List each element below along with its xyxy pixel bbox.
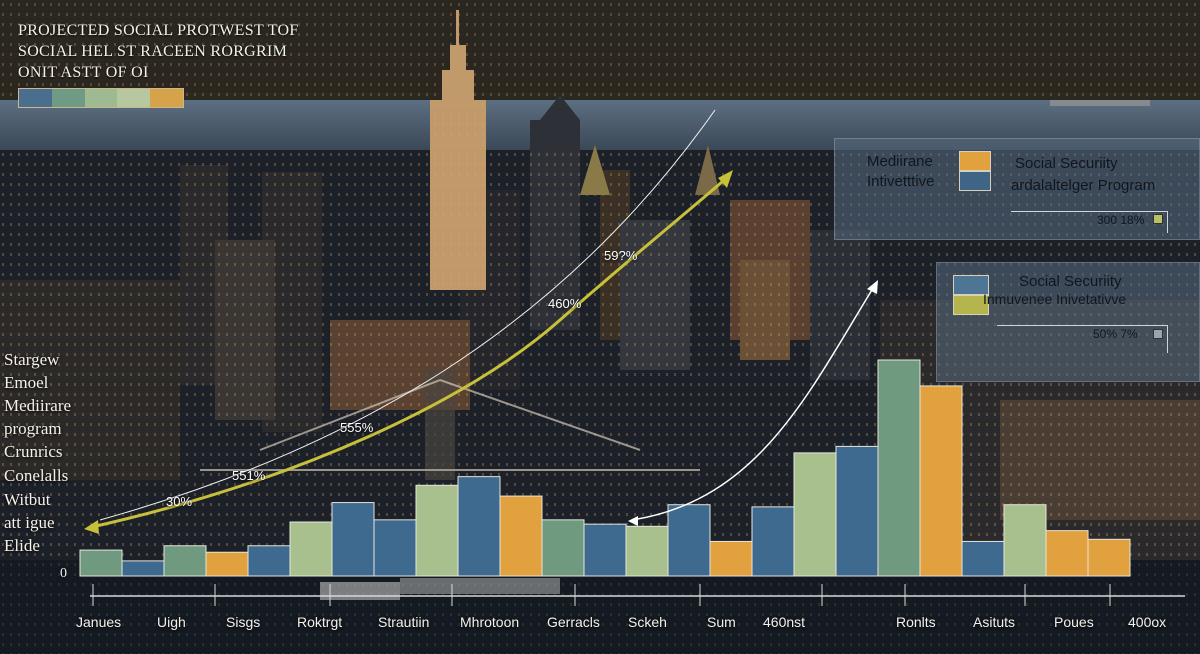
bar [457,476,501,577]
x-label: Strautiin [378,614,430,630]
bar [1087,538,1131,577]
bar [961,540,1005,577]
bar [835,445,879,577]
chart-title: PROJECTED SOCIAL PROTWEST TOF SOCIAL HEL… [18,20,299,83]
legend-panel-top: Mediirane Intivetttive Social Securiity … [834,138,1200,240]
legend-swatch [959,151,991,171]
legend-tick [1167,325,1168,353]
bar [877,359,921,577]
title-line: SOCIAL HEL ST RACEEN RORGRIM [18,43,288,60]
x-label: Roktrgt [297,614,343,630]
x-label: Gerracls [547,614,600,630]
annotation-label: 59?% [604,248,638,263]
bar [163,545,207,577]
legend-label: Intivetttive [867,173,935,190]
x-label: Sum [707,614,736,630]
bar [583,523,627,577]
x-label: Janues [76,614,122,630]
legend-chip [1153,214,1163,224]
y-label: 0 [60,566,67,581]
bar [1045,530,1089,577]
strip-swatch [19,89,52,107]
bar [919,385,963,577]
trend-arrowhead [718,170,733,188]
legend-chip [1153,329,1163,339]
x-label: Sckeh [628,614,667,630]
y-label: Witbut [4,490,51,509]
legend-label: Social Securiity [1019,273,1122,290]
bar [751,506,795,577]
legend-rule [997,325,1167,326]
x-label: Asituts [973,614,1016,630]
legend-tick [1167,211,1168,233]
bar [499,495,543,577]
title-line: PROJECTED SOCIAL PROTWEST TOF [18,22,299,39]
thin-trend-line [99,109,716,521]
annotation-label: 460% [548,296,582,311]
x-label: 400ox [1128,614,1167,630]
bar [247,545,291,577]
bar [793,452,837,577]
legend-value: 50% 7% [1093,327,1138,341]
white-arrow-curve [631,284,876,521]
bar [331,502,375,577]
legend-panel-bottom: Social Securiity Inmuvenee Inivetativve … [936,262,1200,382]
bar [541,519,585,577]
y-label: Mediirare [4,396,72,415]
bar [289,521,333,577]
bar [205,551,249,577]
white-arrowhead [867,280,878,294]
strip-swatch [150,89,183,107]
title-line: ONIT ASTT OF OI [18,64,149,81]
annotation-label: 551% [232,468,266,483]
bar [625,525,669,577]
strip-swatch [84,89,118,107]
title-color-strip [18,88,184,108]
x-label: Mhrotoon [460,614,520,630]
x-label: Ronlts [896,614,936,630]
legend-swatch [959,171,991,191]
legend-label: Social Securiity [1015,155,1118,172]
annotation-label: 555% [340,420,374,435]
y-label: Crunrics [4,442,63,461]
bar [373,519,417,577]
bar [709,540,753,577]
legend-label: ardalaltelger Program [1011,177,1156,194]
y-label: Elide [4,536,40,555]
trend-curve [91,173,731,529]
bar [415,484,459,577]
strip-swatch [117,89,151,107]
y-label: Conelalls [4,466,69,485]
y-label: program [4,419,62,438]
y-label: Stargew [4,350,60,369]
y-label: Emoel [4,373,49,392]
x-label: 460nst [763,614,806,630]
bar [1003,504,1047,577]
legend-label: Mediirane [867,153,933,170]
legend-swatch [953,295,989,315]
bar [79,549,123,577]
legend-value: 300 18% [1097,213,1145,227]
legend-swatch [953,275,989,295]
bar [121,560,165,577]
legend-label: Inmuvenee Inivetativve [983,291,1127,307]
strip-swatch [51,89,85,107]
annotation-label: 30% [166,494,193,509]
y-label: att igue [4,513,55,532]
legend-rule [1011,211,1167,212]
x-label: Sisgs [226,614,261,630]
trend-arrowhead [84,520,99,534]
x-label: Poues [1054,614,1094,630]
x-label: Uigh [157,614,186,630]
bar [667,504,711,577]
white-arrowhead [628,516,638,526]
